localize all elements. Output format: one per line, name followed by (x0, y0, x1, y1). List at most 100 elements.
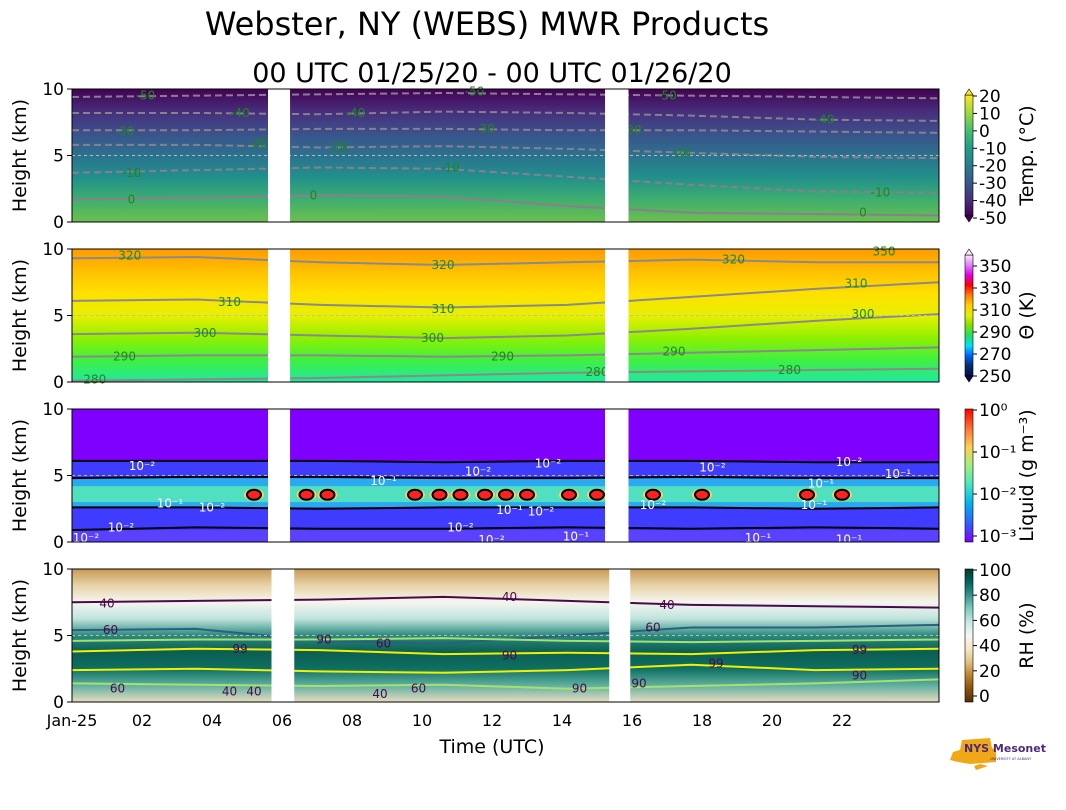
colorbar-tick-label: 310 (979, 301, 1011, 321)
contour-label: 60 (110, 682, 125, 696)
contour-line (71, 475, 939, 480)
y-tick-label: 5 (53, 467, 64, 487)
y-tick-label: 10 (42, 240, 64, 260)
colorbar-tick-label: 250 (979, 367, 1011, 387)
contour-label: -50 (657, 89, 677, 103)
y-tick-label: 0 (53, 213, 64, 233)
liquid-core (407, 488, 423, 501)
colorbar-tick-label: -20 (979, 157, 1007, 177)
liquid-core (246, 488, 262, 501)
contour-label: 0 (859, 206, 867, 220)
colorbar-tick-label: 10⁰ (979, 401, 1008, 421)
liquid-core (498, 488, 514, 501)
colorbar-bar (964, 568, 974, 703)
liquid-core (645, 488, 661, 501)
contour-label: 60 (376, 636, 391, 650)
contour-label: 10⁻² (640, 498, 667, 512)
x-axis: Jan-25 02 04 06 08 10 12 14 16 18 20 22 (46, 711, 853, 730)
liquid-core (589, 488, 605, 501)
colorbar-label: Θ (K) (1016, 291, 1038, 339)
contour-label: 40 (502, 590, 517, 604)
liquid-band-low (72, 530, 939, 542)
contour-label: -40 (346, 106, 366, 120)
contour-label: 290 (491, 350, 514, 364)
contour-label: 280 (778, 363, 801, 377)
contour-label: -50 (136, 89, 156, 103)
colorbar-label: RH (%) (1016, 602, 1038, 668)
contour-label: 40 (99, 597, 114, 611)
contour-line (71, 637, 939, 644)
colorbar-tick-label: 60 (979, 611, 1001, 631)
contour-label: 10⁻² (73, 531, 100, 545)
contour-label: 320 (432, 258, 455, 272)
contour-label: 300 (194, 326, 217, 340)
colorbar-tick-label: 80 (979, 586, 1001, 606)
colorbar-tick-label: 10⁻¹ (979, 443, 1016, 463)
contour-label: -40 (230, 106, 250, 120)
colorbar-extend-min (964, 215, 974, 223)
contour-label: 90 (631, 676, 646, 690)
contour-label: 10⁻¹ (885, 467, 912, 481)
contour-label: -10 (440, 160, 460, 174)
contour-label: 0 (128, 192, 136, 206)
new-york-state-shape (950, 738, 996, 770)
x-tick-label: Jan-25 (46, 711, 98, 730)
panel-temperature: -50 -50 -50-40 -40 -40-30 -30 -30-20 -20 -20-10-… (9, 80, 1038, 233)
colorbar-tick-label: 0 (979, 122, 990, 142)
contour-label: 40 (372, 687, 387, 701)
liquid-core (799, 488, 815, 501)
colorbar-tick-label: 20 (979, 662, 1001, 682)
missing-data-gap (268, 408, 291, 543)
contour-label: 99 (708, 656, 723, 670)
colorbar-tick-label: 20 (979, 87, 1001, 107)
colorbar-tick-label: -10 (979, 139, 1007, 159)
contour-label: 10⁻² (528, 504, 555, 518)
figure-title: Webster, NY (WEBS) MWR Products (205, 5, 769, 43)
contour-label: 350 (873, 245, 896, 259)
contour-label: 0 (310, 188, 318, 202)
contour-label: -20 (328, 141, 348, 155)
contour-label: 40 (222, 684, 237, 698)
liquid-core (298, 488, 315, 501)
contour-line (71, 647, 939, 656)
contour-label: 10⁻² (199, 500, 226, 514)
y-tick-label: 10 (42, 80, 64, 100)
contour-label: -40 (815, 113, 835, 127)
contour-label: 90 (572, 682, 587, 696)
colorbar-tick-label: -40 (979, 192, 1007, 212)
contour-line (71, 526, 939, 532)
colorbar-bar (964, 254, 974, 377)
missing-data-gap (271, 568, 295, 703)
logo-text: NYS Mesonet (964, 742, 1046, 755)
contour-label: -10 (122, 166, 142, 180)
y-axis-label: Height (km) (9, 259, 31, 372)
contour-label: 10⁻¹ (496, 503, 523, 517)
colorbar-extend-min (964, 375, 974, 383)
missing-data-gap (605, 248, 629, 383)
liquid-core (319, 488, 336, 501)
colorbar-bar (964, 408, 974, 543)
contour-label: 10⁻² (129, 459, 156, 473)
contour-label: 90 (502, 648, 517, 662)
contour-label: 60 (411, 682, 426, 696)
colorbar-tick-label: 10⁻³ (979, 527, 1016, 547)
contour-label: 90 (316, 632, 331, 646)
x-tick-label: 18 (692, 711, 712, 730)
x-tick-label: 02 (132, 711, 152, 730)
colorbar-label: Temp. (°C) (1016, 105, 1038, 206)
colorbar-extend-max (964, 248, 974, 256)
contour-label: 90 (852, 668, 867, 682)
contour-label: 40 (246, 684, 261, 698)
y-tick-label: 0 (53, 373, 64, 393)
colorbar-label: Liquid (g m⁻³) (1016, 409, 1038, 541)
contour-label: 10⁻¹ (157, 496, 184, 510)
panel-liquid-water: 10⁻²10⁻¹ 10⁻²10⁻²10⁻²10⁻¹10⁻²10⁻²10⁻²10⁻²… (9, 400, 1038, 553)
colorbar-tick-label: 100 (979, 561, 1011, 581)
contour-label: 60 (103, 623, 118, 637)
contour-label: 320 (722, 253, 745, 267)
contour-line (71, 255, 939, 266)
liquid-core (834, 488, 850, 501)
contour-label: 280 (586, 365, 609, 379)
